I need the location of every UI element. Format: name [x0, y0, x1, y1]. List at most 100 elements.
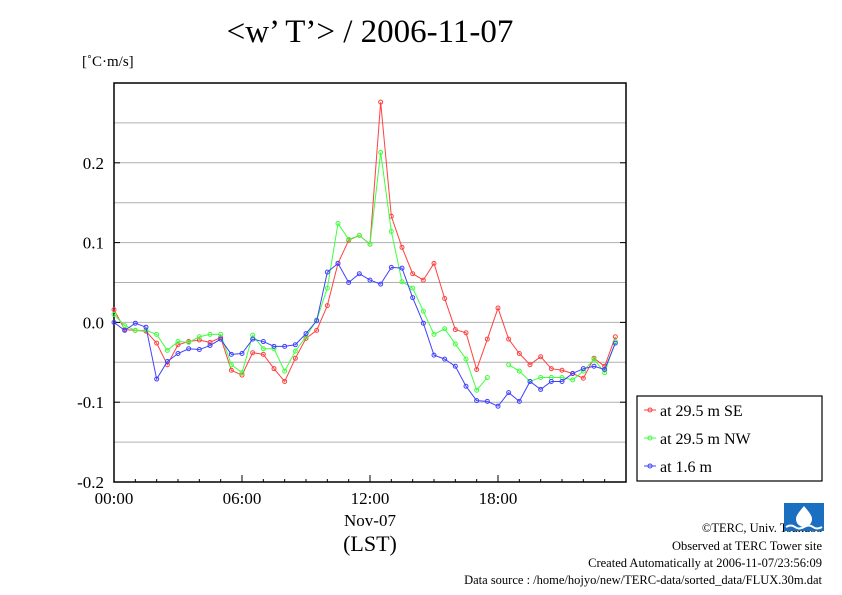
data-point-2: [111, 319, 117, 325]
data-point-1: [420, 308, 426, 314]
data-point-1: [324, 285, 330, 291]
data-point-1: [474, 387, 480, 393]
legend-marker: [647, 407, 653, 413]
data-point-0: [580, 375, 586, 381]
x-tick-label: 00:00: [95, 489, 134, 508]
data-point-0: [516, 351, 522, 357]
data-point-0: [111, 307, 117, 313]
data-point-1: [154, 331, 160, 337]
data-point-1: [164, 347, 170, 353]
data-point-0: [506, 336, 512, 342]
data-point-2: [122, 327, 128, 333]
data-point-0: [154, 340, 160, 346]
data-point-2: [420, 320, 426, 326]
data-point-1: [132, 327, 138, 333]
data-point-0: [559, 367, 565, 373]
data-point-0: [548, 366, 554, 372]
data-point-1: [122, 323, 128, 329]
data-point-2: [132, 320, 138, 326]
x-tick-label: 18:00: [479, 489, 518, 508]
data-point-0: [175, 342, 181, 348]
legend-marker: [647, 435, 653, 441]
legend-box: [636, 395, 823, 482]
x-tick-label: 12:00: [351, 489, 390, 508]
data-point-0: [431, 260, 437, 266]
data-point-0: [474, 366, 480, 372]
data-point-1: [228, 362, 234, 368]
data-point-2: [207, 343, 213, 349]
data-point-2: [250, 336, 256, 342]
data-point-0: [399, 244, 405, 250]
data-point-2: [474, 398, 480, 404]
data-point-1: [431, 331, 437, 337]
data-point-0: [324, 303, 330, 309]
data-point-0: [378, 99, 384, 105]
data-point-2: [559, 378, 565, 384]
data-point-2: [196, 347, 202, 353]
data-point-0: [250, 350, 256, 356]
data-point-2: [527, 378, 533, 384]
data-point-1: [484, 374, 490, 380]
created-text: Created Automatically at 2006-11-07/23:5…: [588, 556, 822, 570]
data-point-1: [410, 285, 416, 291]
data-point-2: [612, 340, 618, 346]
data-point-1: [591, 356, 597, 362]
data-point-2: [591, 363, 597, 369]
y-tick-label: 0.1: [83, 234, 104, 253]
y-tick-label: -0.1: [77, 393, 104, 412]
data-point-2: [282, 343, 288, 349]
data-point-2: [154, 376, 160, 382]
data-point-2: [303, 331, 309, 337]
data-point-1: [463, 356, 469, 362]
data-point-2: [506, 390, 512, 396]
data-point-1: [367, 241, 373, 247]
data-point-1: [442, 326, 448, 332]
data-point-2: [570, 370, 576, 376]
data-point-2: [388, 264, 394, 270]
data-point-2: [314, 318, 320, 324]
data-point-1: [346, 236, 352, 242]
data-point-2: [442, 356, 448, 362]
y-tick-label: 0.0: [83, 313, 104, 332]
x-axis-label: (LST): [343, 531, 397, 556]
data-point-0: [260, 351, 266, 357]
data-point-0: [612, 334, 618, 340]
terc-logo-icon: [784, 503, 824, 531]
series-line-2: [113, 262, 616, 407]
data-point-2: [463, 383, 469, 389]
data-point-2: [271, 343, 277, 349]
data-point-1: [196, 334, 202, 340]
data-point-0: [271, 366, 277, 372]
data-point-2: [548, 378, 554, 384]
data-point-1: [516, 368, 522, 374]
data-point-1: [538, 374, 544, 380]
y-tick-label: 0.2: [83, 154, 104, 173]
data-point-1: [111, 311, 117, 317]
series-line-1: [508, 341, 616, 383]
data-point-2: [431, 352, 437, 358]
data-point-1: [399, 279, 405, 285]
data-point-0: [314, 327, 320, 333]
data-point-2: [378, 281, 384, 287]
data-point-1: [303, 334, 309, 340]
data-point-2: [356, 271, 362, 277]
data-point-2: [538, 386, 544, 392]
data-point-2: [495, 403, 501, 409]
data-point-1: [175, 339, 181, 345]
data-point-1: [356, 232, 362, 238]
data-point-2: [260, 339, 266, 345]
data-point-1: [207, 331, 213, 337]
legend-label: at 1.6 m: [660, 459, 713, 476]
data-point-2: [346, 280, 352, 285]
data-point-0: [452, 327, 458, 333]
data-point-2: [335, 260, 341, 266]
data-point-2: [452, 363, 458, 369]
data-point-2: [186, 346, 192, 352]
data-point-2: [484, 398, 490, 404]
data-point-0: [442, 295, 448, 301]
data-point-2: [580, 366, 586, 372]
data-point-0: [463, 330, 469, 336]
observed-text: Observed at TERC Tower site: [671, 539, 822, 553]
legend-marker: [647, 463, 653, 469]
